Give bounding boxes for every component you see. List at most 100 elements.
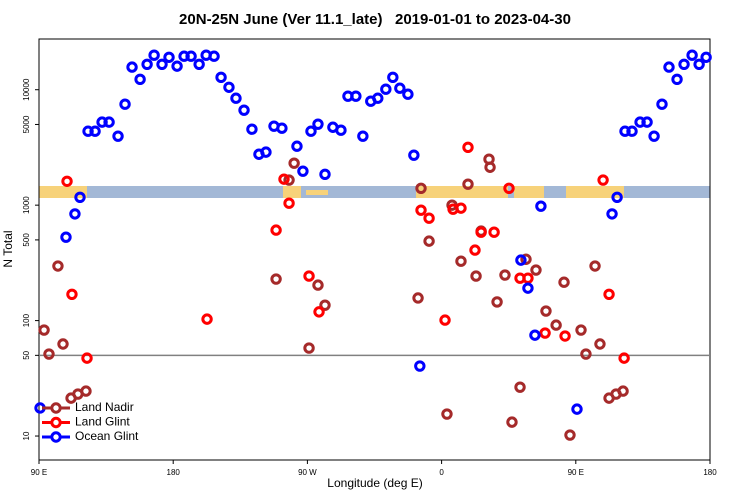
- point: [671, 73, 683, 86]
- point: [57, 338, 69, 350]
- point: [66, 288, 78, 300]
- point: [350, 90, 362, 102]
- land-strip: [306, 190, 328, 195]
- point: [246, 123, 258, 135]
- x-tick-label: 90 W: [298, 468, 317, 477]
- point: [550, 319, 562, 331]
- point: [193, 58, 205, 71]
- point: [171, 60, 183, 72]
- point: [663, 61, 675, 73]
- point: [303, 270, 315, 282]
- point: [201, 313, 213, 325]
- x-tick-label: 0: [439, 468, 444, 477]
- point: [283, 197, 295, 209]
- x-axis-label: Longitude (deg E): [327, 476, 422, 490]
- point: [80, 385, 92, 397]
- point: [270, 273, 282, 285]
- point: [530, 264, 542, 276]
- point: [611, 191, 623, 203]
- point: [522, 282, 534, 294]
- legend-label: Land Glint: [75, 415, 130, 429]
- point: [394, 82, 406, 94]
- point: [539, 327, 551, 339]
- point: [103, 116, 115, 128]
- point: [163, 51, 175, 63]
- point: [303, 342, 315, 354]
- point: [415, 204, 427, 216]
- point: [60, 231, 72, 243]
- point: [469, 244, 481, 256]
- y-tick-label: 10000: [22, 78, 31, 101]
- point: [414, 360, 426, 372]
- point: [185, 50, 197, 62]
- point: [484, 161, 496, 173]
- point: [74, 191, 86, 203]
- point: [462, 141, 474, 154]
- point: [575, 324, 587, 336]
- plot-frame: [38, 38, 711, 461]
- y-axis-label: N Total: [1, 230, 15, 267]
- point: [260, 146, 272, 158]
- legend-label: Land Nadir: [75, 400, 134, 414]
- point: [52, 260, 64, 272]
- point: [439, 314, 451, 326]
- point: [594, 338, 606, 350]
- point: [514, 381, 526, 393]
- point: [529, 329, 541, 341]
- x-tick-label: 90 E: [568, 468, 584, 477]
- point: [503, 182, 515, 194]
- point: [603, 288, 615, 300]
- point: [535, 200, 547, 212]
- land-strip: [566, 186, 624, 198]
- point: [618, 352, 630, 364]
- point: [230, 92, 242, 104]
- y-tick-label: 10: [22, 431, 31, 440]
- y-tick-label: 100: [22, 313, 31, 327]
- point: [462, 178, 474, 190]
- point: [270, 224, 282, 236]
- point: [119, 98, 131, 110]
- point: [564, 429, 576, 441]
- point: [61, 175, 73, 187]
- point: [223, 81, 235, 93]
- point: [499, 269, 511, 281]
- point: [520, 253, 532, 265]
- point: [43, 348, 55, 360]
- point: [559, 330, 571, 342]
- x-tick-label: 180: [167, 468, 181, 477]
- map-strip: [39, 186, 710, 198]
- point: [297, 165, 309, 177]
- point: [491, 296, 503, 308]
- point: [412, 292, 424, 304]
- land-strip: [416, 186, 508, 198]
- point: [693, 58, 705, 71]
- x-tick-label: 180: [703, 468, 717, 477]
- point: [617, 385, 629, 397]
- point: [506, 416, 518, 428]
- point: [148, 49, 160, 61]
- point: [402, 88, 414, 100]
- point: [81, 352, 93, 364]
- y-tick-label: 1000: [22, 196, 31, 214]
- land-strip: [283, 186, 301, 198]
- point: [423, 212, 435, 224]
- legend-marker: [50, 416, 62, 429]
- point: [305, 125, 317, 137]
- x-tick-label: 90 E: [31, 468, 47, 477]
- point: [455, 202, 467, 214]
- point: [648, 130, 660, 142]
- point: [313, 306, 325, 318]
- point: [423, 235, 435, 247]
- point: [408, 149, 420, 161]
- point: [656, 98, 668, 110]
- point: [156, 58, 168, 71]
- point: [540, 305, 552, 317]
- point: [38, 324, 50, 336]
- point: [470, 270, 482, 282]
- point: [288, 157, 300, 169]
- land-strip: [514, 186, 544, 198]
- point: [606, 208, 618, 220]
- legend-marker: [50, 402, 62, 414]
- y-tick-label: 500: [22, 233, 31, 247]
- point: [522, 272, 534, 284]
